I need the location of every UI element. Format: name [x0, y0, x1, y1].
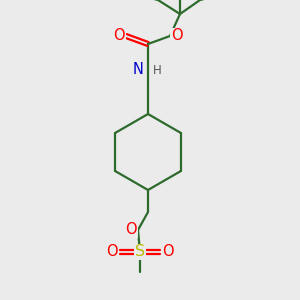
Text: O: O: [171, 28, 183, 44]
Text: O: O: [162, 244, 174, 260]
Text: O: O: [113, 28, 125, 44]
Text: S: S: [135, 244, 145, 260]
Text: N: N: [133, 62, 144, 77]
Text: H: H: [153, 64, 162, 77]
Text: O: O: [106, 244, 118, 260]
Text: O: O: [125, 223, 137, 238]
